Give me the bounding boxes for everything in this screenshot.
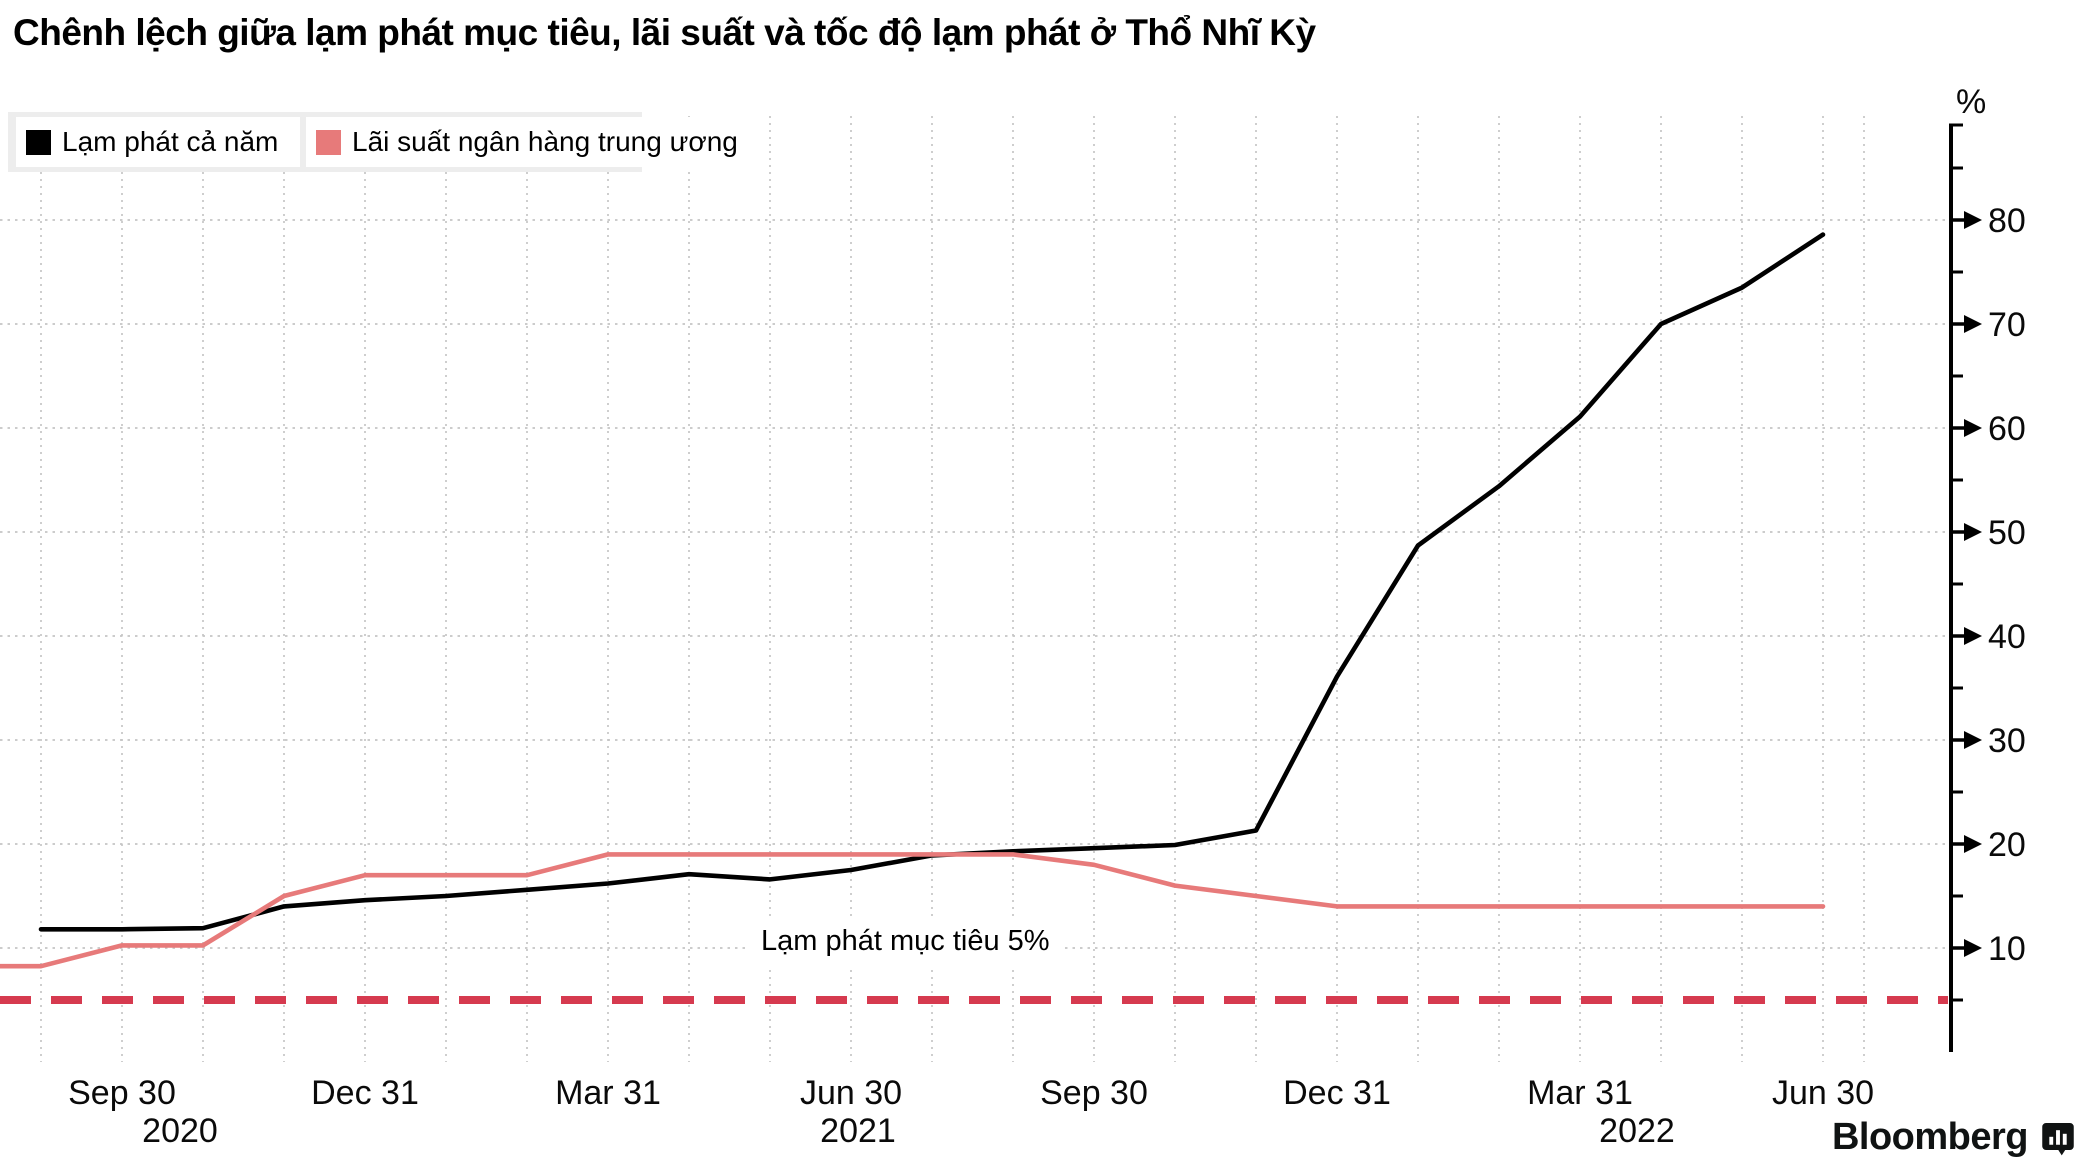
legend-item-label: Lạm phát cả năm — [62, 126, 279, 157]
y-tick-arrow-icon — [1964, 835, 1982, 853]
y-axis-unit-label: % — [1956, 83, 1986, 121]
y-tick-arrow-icon — [1964, 211, 1982, 229]
bloomberg-logo-text: Bloomberg — [1831, 1116, 2029, 1158]
y-tick-arrow-icon — [1964, 315, 1982, 333]
bloomberg-logo: Bloomberg — [1832, 1116, 2076, 1159]
y-tick-label: 60 — [1988, 410, 2026, 448]
target-inflation-annotation: Lạm phát mục tiêu 5% — [747, 917, 1064, 966]
legend-item-rate: Lãi suất ngân hàng trung ương — [306, 117, 758, 167]
x-tick-label: Jun 30 — [1772, 1074, 1874, 1112]
x-tick-label: Dec 31 — [1283, 1074, 1391, 1112]
y-tick-arrow-icon — [1964, 939, 1982, 957]
y-tick-label: 40 — [1988, 618, 2026, 656]
rate-line — [0, 852, 1826, 969]
x-tick-label: Sep 30 — [68, 1074, 176, 1112]
y-tick-arrow-icon — [1964, 419, 1982, 437]
x-year-label: 2022 — [1599, 1112, 1675, 1150]
x-year-label: 2021 — [820, 1112, 896, 1150]
y-tick-label: 10 — [1988, 930, 2026, 968]
x-year-label: 2020 — [142, 1112, 218, 1150]
y-tick-label: 50 — [1988, 514, 2026, 552]
rate-legend-swatch-icon — [316, 129, 341, 155]
page-title: Chênh lệch giữa lạm phát mục tiêu, lãi s… — [13, 12, 1316, 53]
x-tick-label: Jun 30 — [800, 1074, 902, 1112]
bloomberg-chart-bubble-icon — [2042, 1122, 2074, 1155]
y-tick-arrow-icon — [1964, 627, 1982, 645]
y-tick-label: 20 — [1988, 826, 2026, 864]
x-tick-label: Dec 31 — [311, 1074, 419, 1112]
y-tick-arrow-icon — [1964, 731, 1982, 749]
x-tick-label: Sep 30 — [1040, 1074, 1148, 1112]
inflation-line — [38, 232, 1826, 932]
y-tick-arrow-icon — [1964, 523, 1982, 541]
x-tick-label: Mar 31 — [1527, 1074, 1633, 1112]
y-tick-label: 70 — [1988, 306, 2026, 344]
legend-item-inflation: Lạm phát cả năm — [16, 117, 300, 167]
y-tick-label: 80 — [1988, 202, 2026, 240]
y-tick-label: 30 — [1988, 722, 2026, 760]
legend-item-label: Lãi suất ngân hàng trung ương — [352, 126, 738, 157]
x-tick-label: Mar 31 — [555, 1074, 661, 1112]
inflation-legend-swatch-icon — [26, 129, 51, 155]
